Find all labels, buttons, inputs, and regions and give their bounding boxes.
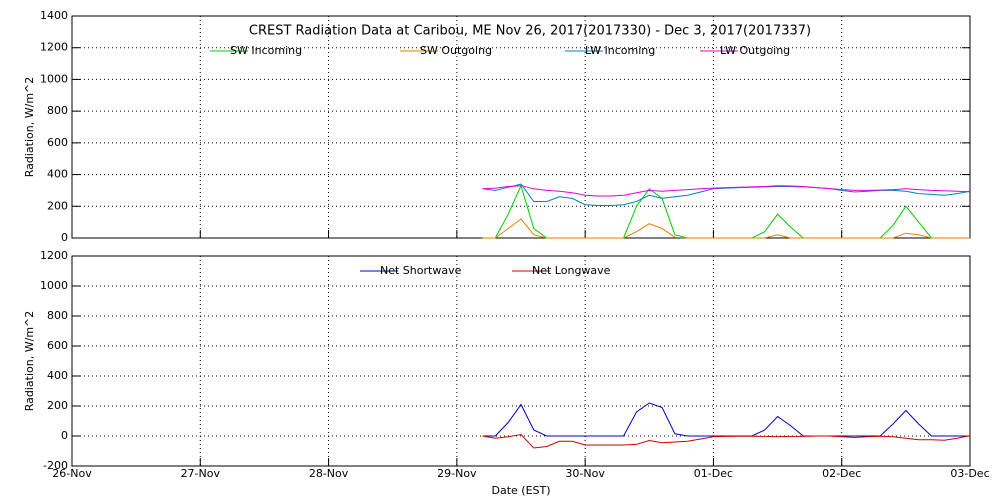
y-tick-label: 600: [47, 136, 68, 149]
y-tick-label: 800: [47, 309, 68, 322]
y-tick-label: -200: [43, 459, 68, 472]
y-axis-label: Radiation, W/m^2: [23, 311, 36, 412]
y-tick-label: 0: [61, 231, 68, 244]
plot-frame: [71, 15, 971, 239]
y-tick-label: 600: [47, 339, 68, 352]
x-tick-label: 03-Dec: [950, 467, 989, 480]
x-tick-label: 02-Dec: [822, 467, 861, 480]
y-tick-label: 1200: [40, 41, 68, 54]
y-tick-label: 400: [47, 168, 68, 181]
legend-label: LW Incoming: [585, 44, 655, 57]
plot-frame: [71, 255, 971, 467]
x-tick-label: 28-Nov: [309, 467, 349, 480]
x-tick-label: 26-Nov: [52, 467, 92, 480]
y-axis-label: Radiation, W/m^2: [23, 77, 36, 178]
data-line: [482, 218, 970, 239]
y-tick-label: 800: [47, 104, 68, 117]
legend-label: LW Outgoing: [720, 44, 790, 57]
y-tick-label: 1000: [40, 72, 68, 85]
y-tick-label: 200: [47, 199, 68, 212]
x-tick-label: 29-Nov: [437, 467, 477, 480]
legend-label: SW Outgoing: [420, 44, 492, 57]
legend-label: Net Longwave: [532, 264, 611, 277]
y-tick-label: 400: [47, 369, 68, 382]
x-tick-label: 30-Nov: [565, 467, 605, 480]
y-tick-label: 0: [61, 429, 68, 442]
legend-label: Net Shortwave: [380, 264, 462, 277]
y-tick-label: 1400: [40, 9, 68, 22]
chart-title: CREST Radiation Data at Caribou, ME Nov …: [249, 24, 811, 39]
data-line: [482, 433, 971, 449]
y-tick-label: 1200: [40, 249, 68, 262]
legend-label: SW Incoming: [230, 44, 302, 57]
x-tick-label: 27-Nov: [181, 467, 221, 480]
y-tick-label: 200: [47, 399, 68, 412]
x-tick-label: 01-Dec: [694, 467, 733, 480]
y-tick-label: 1000: [40, 279, 68, 292]
x-axis-label: Date (EST): [491, 484, 550, 497]
data-line: [482, 185, 971, 197]
